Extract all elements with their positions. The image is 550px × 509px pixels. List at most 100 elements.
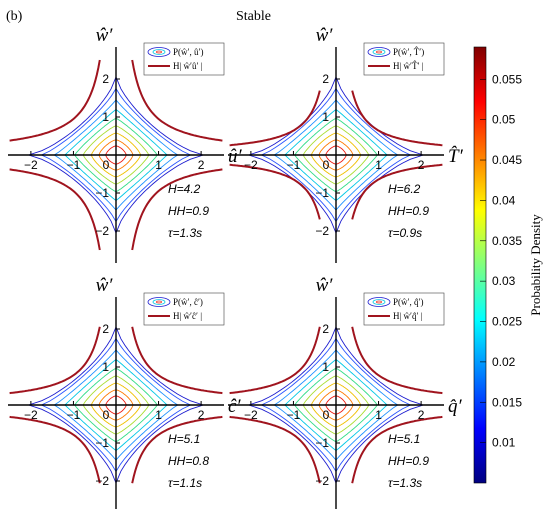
legend-entry-pdf: P(ŵ′, ĉ′): [173, 297, 203, 307]
legend-contour-swatch: [147, 297, 171, 307]
colorbar-tick-label: 0.015: [492, 395, 522, 409]
legend-contour-swatch: [367, 297, 391, 307]
hyperbola-curve: [9, 326, 101, 395]
y-tick-label: 2: [322, 322, 329, 336]
annotation-text: HH=0.9: [388, 204, 429, 218]
panels: −2 −1 0 1 221−1−2û′ŵ′P(ŵ′, û′)H| ŵ′û′ |H=4.2…: [8, 25, 464, 509]
x-tick-label: 0: [323, 158, 330, 172]
colorbar-tick-label: 0.03: [492, 274, 516, 288]
legend: P(ŵ′, û′) H| ŵ′û′ |: [143, 42, 225, 76]
legend-box: [143, 292, 225, 326]
colorbar-tick-label: 0.025: [492, 315, 522, 329]
legend-contour-swatch-inner: [152, 49, 166, 55]
legend: P(ŵ′, T̂′) H| ŵ′T̂′ |: [363, 42, 445, 76]
legend-contour-swatch: [147, 47, 171, 57]
panel-label: (b): [6, 9, 23, 24]
y-tick-label: −2: [315, 474, 329, 488]
x-axis-label: T̂′: [448, 146, 464, 167]
y-tick-label: 1: [102, 110, 109, 124]
x-tick-label: −2: [24, 408, 38, 422]
legend-contour-swatch-inner: [372, 299, 386, 305]
legend-box: [143, 42, 225, 76]
x-axis-label: q̂′: [448, 396, 463, 417]
x-tick-label: 1: [375, 158, 382, 172]
x-tick-label: 1: [155, 408, 162, 422]
legend-box: [363, 42, 445, 76]
x-tick-label: 2: [418, 408, 425, 422]
hyperbola-curve: [229, 163, 321, 220]
colorbar-tick-label: 0.045: [492, 153, 522, 167]
x-tick-label: 0: [103, 408, 110, 422]
legend-contour-swatch-core: [156, 300, 162, 304]
annotation-text: HH=0.8: [168, 454, 209, 468]
hyperbola-set: [229, 326, 443, 484]
annotations: H=4.2 HH=0.9 τ=1.3s: [168, 182, 209, 240]
legend: P(ŵ′, ĉ′) H| ŵ′ĉ′ |: [143, 292, 225, 326]
x-tick-label: 2: [198, 408, 205, 422]
hyperbola-set: [229, 90, 443, 220]
hyperbola-curve: [351, 326, 443, 395]
annotation-text: H=6.2: [388, 182, 421, 196]
hyperbola-curve: [9, 59, 101, 142]
x-tick-label: −1: [67, 408, 81, 422]
y-axis-label: ŵ′: [316, 25, 334, 46]
legend-entry-pdf: P(ŵ′, T̂′): [393, 46, 424, 57]
y-tick-label: 1: [102, 360, 109, 374]
hyperbola-curve: [351, 163, 443, 220]
panel-4: −2 −1 0 1 2 2 1 −1 −2 q̂′ ŵ′ P(ŵ′, q̂′) H| ŵ′q̂′ | H=…: [228, 275, 463, 509]
legend-entry-pdf: P(ŵ′, û′): [173, 47, 203, 57]
x-tick-label: −1: [67, 158, 81, 172]
x-tick-label: −1: [287, 158, 301, 172]
y-axis-label: ŵ′: [316, 275, 334, 296]
y-tick-label: 2: [322, 72, 329, 86]
y-tick-label: 2: [102, 72, 109, 86]
annotations: H=6.2 HH=0.9 τ=0.9s: [388, 182, 429, 240]
legend-entry-hole: H| ŵ′T̂′ |: [393, 60, 424, 71]
annotation-text: H=5.1: [388, 432, 420, 446]
annotations: H=5.1 HH=0.9 τ=1.3s: [388, 432, 429, 490]
y-tick-label: −1: [315, 186, 329, 200]
x-axis-label: ĉ′: [228, 396, 241, 417]
y-tick-label: −1: [95, 436, 109, 450]
x-tick-label: 1: [375, 408, 382, 422]
y-tick-label: −1: [315, 436, 329, 450]
colorbar: 0.055 0.05 0.045 0.04 0.035 0.03 0.025 0.02 0.01…: [473, 46, 543, 484]
x-tick-label: 1: [155, 158, 162, 172]
hyperbola-curve: [131, 59, 223, 142]
panel-1: −2 −1 0 1 2 2 1 −1 −2 û′ ŵ′ P(ŵ′, û′) H| ŵ′û′ | H=4.2…: [8, 25, 243, 263]
y-tick-label: −1: [95, 186, 109, 200]
colorbar-label: Probability Density: [528, 214, 543, 316]
y-tick-label: −2: [315, 224, 329, 238]
legend: P(ŵ′, q̂′) H| ŵ′q̂′ |: [363, 292, 445, 326]
hyperbola-curve: [229, 415, 321, 484]
y-axis-label: ŵ′: [96, 25, 114, 46]
hyperbola-curve: [229, 90, 321, 147]
annotation-text: HH=0.9: [168, 204, 209, 218]
annotation-text: τ=1.3s: [168, 226, 202, 240]
figure-title: Stable: [236, 9, 271, 24]
legend-box: [363, 292, 445, 326]
y-tick-label: −2: [95, 224, 109, 238]
annotation-text: H=5.1: [168, 432, 200, 446]
x-tick-label: −2: [244, 158, 258, 172]
colorbar-gradient: [473, 46, 487, 484]
colorbar-tick-label: 0.04: [492, 193, 516, 207]
axes: −2 −1 0 1 2 2 1 −1 −2: [228, 47, 444, 263]
hyperbola-curve: [131, 326, 223, 395]
y-tick-label: 2: [102, 322, 109, 336]
x-tick-label: 2: [198, 158, 205, 172]
colorbar-ticks: 0.055 0.05 0.045 0.04 0.035 0.03 0.025 0.02 0.01…: [480, 72, 522, 450]
hyperbola-curve: [131, 168, 223, 251]
legend-contour-swatch-core: [376, 50, 382, 54]
legend-contour-swatch-core: [376, 300, 382, 304]
colorbar-tick-label: 0.055: [492, 72, 522, 86]
legend-contour-swatch-inner: [372, 49, 386, 55]
hyperbola-set: [9, 326, 223, 484]
colorbar-tick-label: 0.01: [492, 436, 516, 450]
x-tick-label: −2: [244, 408, 258, 422]
legend-contour-swatch: [367, 47, 391, 57]
x-tick-label: −2: [24, 158, 38, 172]
y-tick-label: 1: [322, 360, 329, 374]
legend-entry-hole: H| ŵ′q̂′ |: [393, 311, 423, 321]
